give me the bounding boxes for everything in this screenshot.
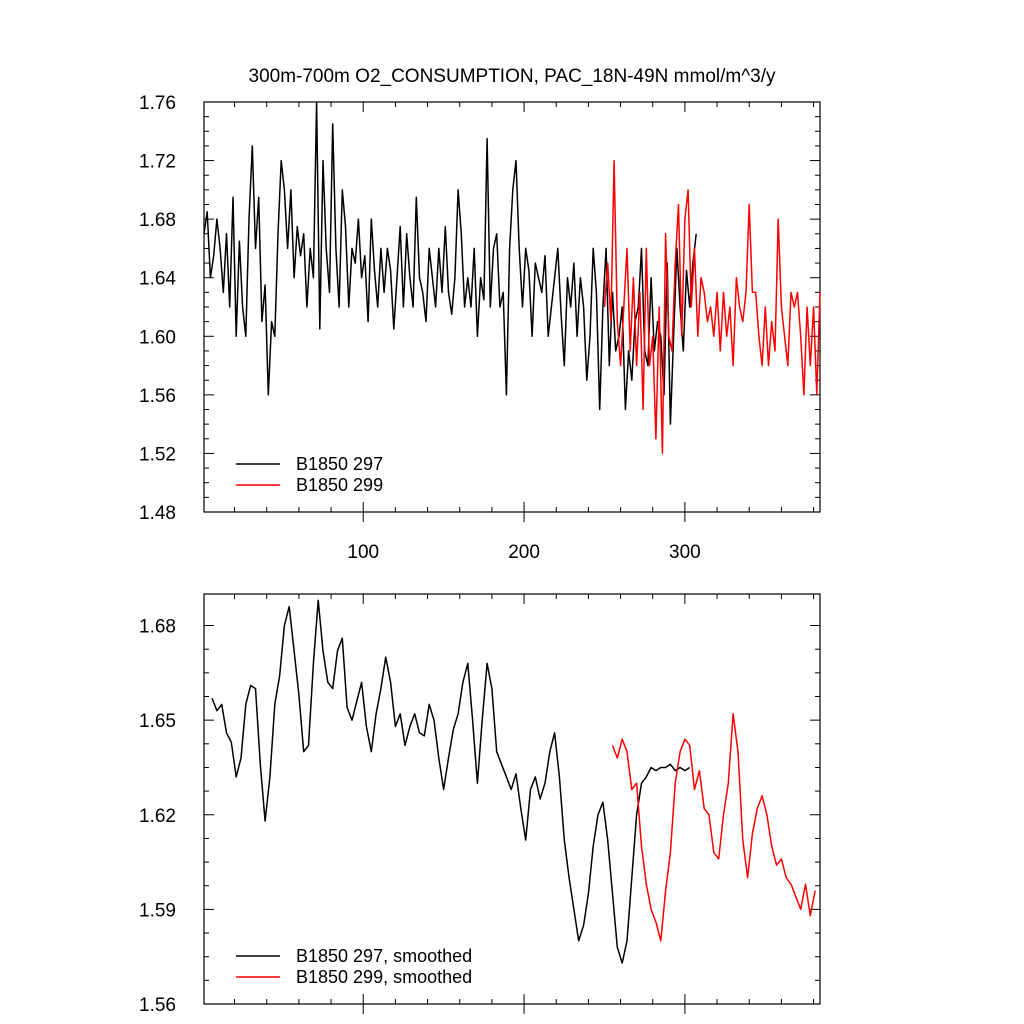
- bottom-legend-label-1: B1850 297, smoothed: [296, 946, 472, 966]
- top-plot-frame: [203, 101, 821, 513]
- top-legend-label-1: B1850 297: [296, 454, 383, 474]
- top-series-line-2: [603, 159, 821, 455]
- top-chart-title: 300m-700m O2_CONSUMPTION, PAC_18N-49N mm…: [249, 66, 776, 87]
- top-ytick-label: 1.68: [139, 210, 176, 231]
- bottom-ytick-label: 1.68: [139, 617, 176, 638]
- top-ytick-label: 1.64: [139, 269, 176, 290]
- top-ytick-label: 1.48: [139, 503, 176, 524]
- bottom-ytick-label: 1.65: [139, 711, 176, 732]
- top-xtick-label: 200: [508, 542, 540, 563]
- top-ytick-label: 1.52: [139, 444, 176, 465]
- bottom-legend-label-2: B1850 299, smoothed: [296, 967, 472, 987]
- top-ytick-label: 1.72: [139, 152, 176, 173]
- top-series-line-1: [203, 101, 697, 425]
- top-xtick-label: 100: [347, 542, 379, 563]
- bottom-panel: 1.56 1.59 1.62 1.65 1.68 B1850 297, smoothedB…: [139, 593, 821, 1016]
- bottom-plot-frame: [203, 593, 821, 1005]
- bottom-ytick-label: 1.56: [139, 995, 176, 1016]
- top-ytick-label: 1.76: [139, 93, 176, 114]
- top-xtick-label: 300: [669, 542, 701, 563]
- bottom-series-line-2: [611, 713, 816, 942]
- top-ytick-label: 1.60: [139, 327, 176, 348]
- bottom-ytick-label: 1.59: [139, 900, 176, 921]
- bottom-ytick-label: 1.62: [139, 806, 176, 827]
- bottom-series-line-1: [211, 599, 691, 964]
- top-ytick-label: 1.56: [139, 386, 176, 407]
- top-legend-label-2: B1850 299: [296, 475, 383, 495]
- top-panel: 300m-700m O2_CONSUMPTION, PAC_18N-49N mm…: [139, 66, 821, 563]
